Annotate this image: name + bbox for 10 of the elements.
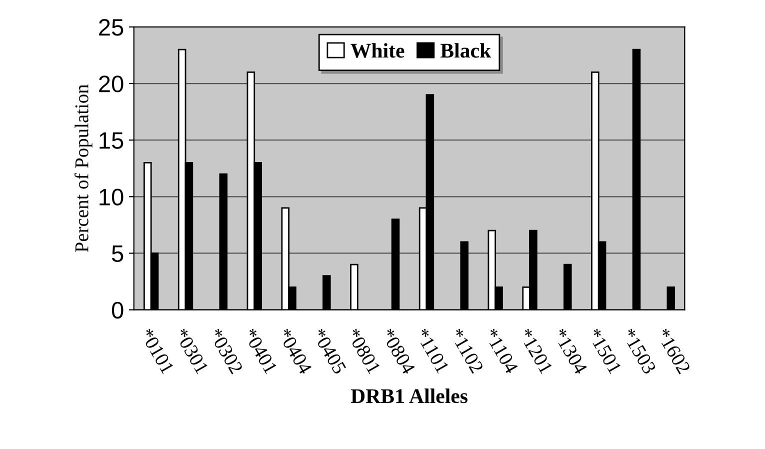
y-tick-label: 10 bbox=[100, 188, 124, 206]
y-tick-label: 5 bbox=[112, 246, 124, 262]
legend-label: Black bbox=[440, 43, 492, 58]
x-axis-title: DRB1 Alleles bbox=[350, 388, 468, 404]
y-tick-label: 25 bbox=[99, 19, 124, 36]
y-tick-label: 15 bbox=[100, 132, 124, 149]
y-tick-label: 0 bbox=[112, 302, 124, 319]
legend-label: White bbox=[350, 43, 404, 58]
y-axis-title: Percent of Population bbox=[74, 84, 92, 252]
y-tick-label: 20 bbox=[99, 76, 124, 92]
